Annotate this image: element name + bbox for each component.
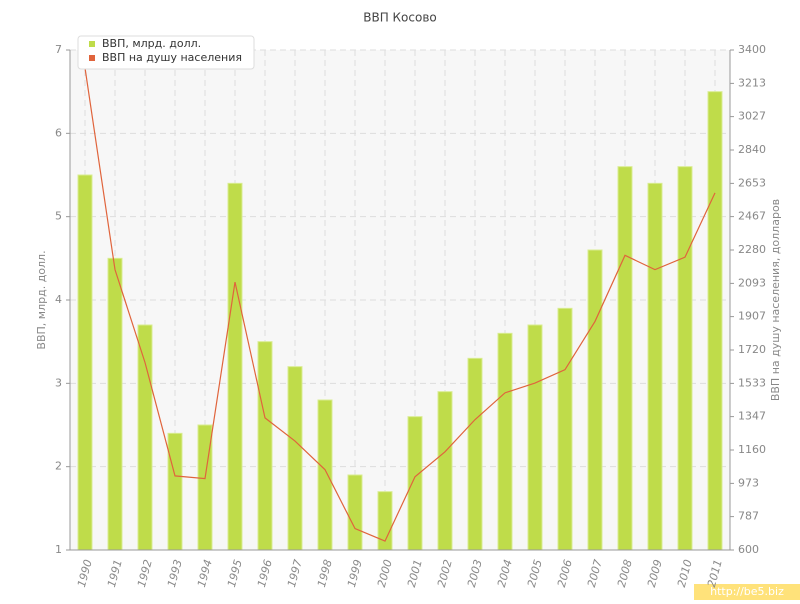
- x-tick-label: 1990: [75, 558, 95, 588]
- x-tick-label: 1992: [135, 558, 155, 588]
- x-tick-label: 1995: [225, 558, 245, 588]
- chart-title: ВВП Косово: [363, 11, 437, 25]
- y2-tick-label: 1907: [738, 310, 766, 323]
- x-tick-label: 1997: [285, 558, 305, 588]
- bar: [77, 174, 93, 551]
- legend-swatch: [89, 41, 95, 47]
- x-tick-label: 1993: [165, 558, 185, 588]
- y2-tick-label: 2280: [738, 243, 766, 256]
- bar: [347, 474, 363, 551]
- y-tick-label: 5: [55, 210, 62, 223]
- bar: [257, 341, 273, 551]
- bar: [467, 357, 483, 551]
- bar: [557, 307, 573, 551]
- line: [84, 67, 716, 542]
- bar: [407, 416, 423, 551]
- y-tick-label: 4: [55, 293, 62, 306]
- x-tick-label: 1996: [255, 558, 275, 588]
- bar: [317, 399, 333, 551]
- y-tick-label: 2: [55, 460, 62, 473]
- y2-tick-label: 1160: [738, 443, 766, 456]
- x-tick-label: 2004: [495, 558, 515, 588]
- x-tick-label: 2003: [465, 558, 485, 588]
- x-tick-label: 2001: [405, 558, 425, 588]
- bar: [137, 324, 153, 551]
- x-tick-label: 2007: [585, 558, 605, 588]
- x-tick-label: 1998: [315, 558, 335, 588]
- bar: [617, 166, 633, 551]
- bar: [587, 249, 603, 551]
- x-tick-label: 2009: [645, 558, 665, 588]
- x-tick-label: 1991: [105, 558, 125, 588]
- x-tick-label: 2006: [555, 558, 575, 588]
- legend-swatch: [89, 55, 95, 61]
- x-tick-label: 2002: [435, 558, 455, 588]
- bar: [287, 366, 303, 551]
- y2-tick-label: 787: [738, 510, 759, 523]
- bar: [527, 324, 543, 551]
- y2-tick-label: 3400: [738, 43, 766, 56]
- bar: [167, 432, 183, 551]
- legend: [77, 35, 255, 70]
- y2-tick-label: 2093: [738, 276, 766, 289]
- x-tick-label: 2000: [375, 558, 395, 588]
- y2-tick-label: 1720: [738, 343, 766, 356]
- y2-tick-label: 1533: [738, 376, 766, 389]
- y2-tick-label: 973: [738, 476, 759, 489]
- y2-tick-label: 3027: [738, 110, 766, 123]
- x-tick-label: 2010: [675, 558, 695, 588]
- y-tick-label: 3: [55, 376, 62, 389]
- bar: [107, 257, 123, 551]
- bar: [227, 182, 243, 551]
- bar: [647, 182, 663, 551]
- x-tick-label: 2008: [615, 558, 635, 588]
- watermark-bg: [694, 584, 800, 600]
- y-axis-label: ВВП, млрд. долл.: [35, 250, 48, 349]
- bar: [707, 91, 723, 551]
- y2-axis-label: ВВП на душу населения, долларов: [769, 199, 782, 401]
- y2-tick-label: 2840: [738, 143, 766, 156]
- y-tick-label: 6: [55, 126, 62, 139]
- x-tick-label: 1994: [195, 558, 215, 588]
- y2-tick-label: 1347: [738, 410, 766, 423]
- y2-tick-label: 2467: [738, 210, 766, 223]
- y-tick-label: 7: [55, 43, 62, 56]
- x-tick-label: 2005: [525, 558, 545, 588]
- bar: [497, 332, 513, 551]
- legend-label: ВВП, млрд. долл.: [102, 37, 201, 50]
- x-tick-label: 1999: [345, 558, 365, 588]
- y2-tick-label: 2653: [738, 176, 766, 189]
- y-tick-label: 1: [55, 543, 62, 556]
- y2-tick-label: 600: [738, 543, 759, 556]
- y2-tick-label: 3213: [738, 76, 766, 89]
- legend-label: ВВП на душу населения: [102, 51, 242, 64]
- bar: [677, 166, 693, 551]
- bar: [437, 391, 453, 551]
- watermark: http://be5.biz: [710, 585, 784, 598]
